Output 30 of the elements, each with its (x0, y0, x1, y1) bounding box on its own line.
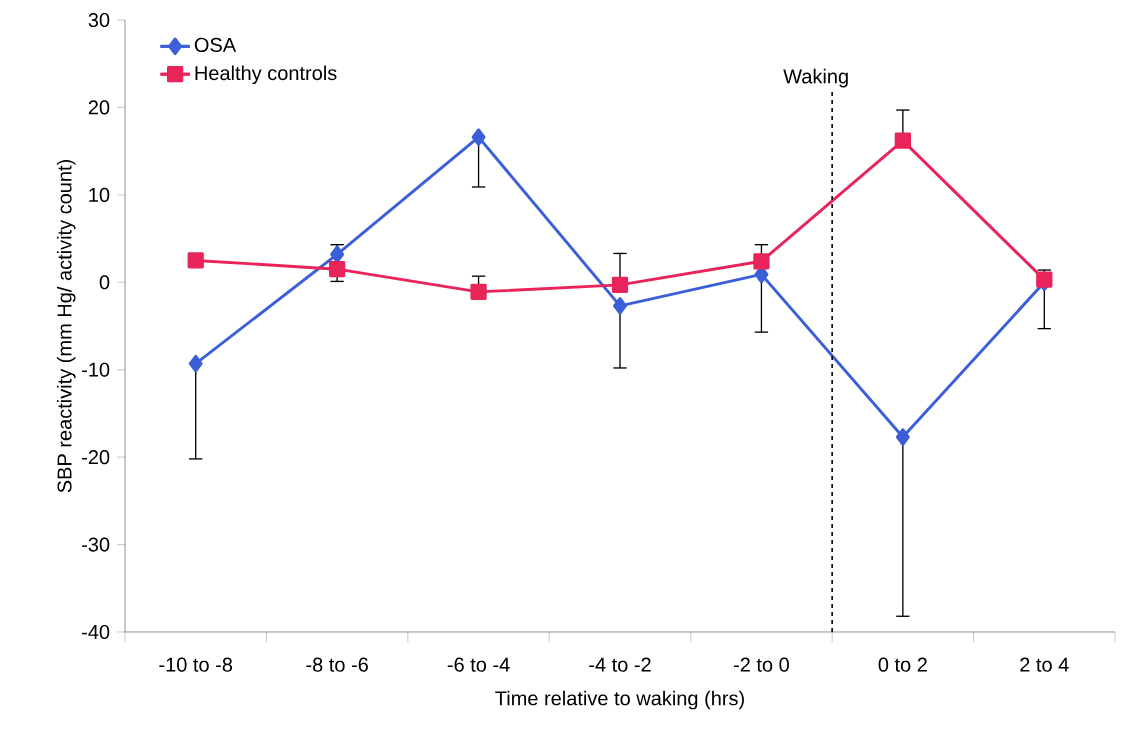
x-tick-label: -10 to -8 (159, 657, 233, 672)
y-tick-label: 20 (88, 100, 110, 115)
x-axis-title: Time relative to waking (hrs) (495, 690, 744, 710)
legend-label: OSA (194, 37, 237, 52)
point (895, 428, 910, 446)
annotation: Waking (783, 68, 848, 88)
point (613, 297, 627, 315)
y-tick-label: 10 (89, 187, 110, 202)
x-tick-label: -6 to -4 (447, 657, 510, 672)
x-tick-label: -8 to -6 (306, 657, 368, 672)
x-tick-label: -4 to -2 (589, 657, 651, 672)
point (471, 128, 486, 146)
y-tick-label: -10 (82, 362, 110, 377)
y-tick-label: -30 (82, 537, 110, 552)
point (611, 276, 629, 294)
x-tick-label: 2 to 4 (1020, 657, 1069, 672)
point (188, 354, 203, 373)
point (187, 252, 204, 269)
point (470, 283, 487, 301)
y-tick-label: -40 (82, 624, 110, 640)
y-axis-title: SBP reactivity (mm Hg/ activity count) (56, 160, 76, 493)
y-tick-label: -20 (82, 450, 110, 465)
y-tick-label: 0 (99, 275, 110, 290)
x-tick-label: -2 to 0 (733, 657, 789, 672)
y-tick-label: 30 (88, 12, 110, 28)
x-tick-label: 0 to 2 (878, 657, 927, 672)
point (329, 261, 346, 278)
point (894, 132, 911, 149)
legend-label: Healthy controls (195, 65, 337, 85)
point (753, 253, 770, 270)
